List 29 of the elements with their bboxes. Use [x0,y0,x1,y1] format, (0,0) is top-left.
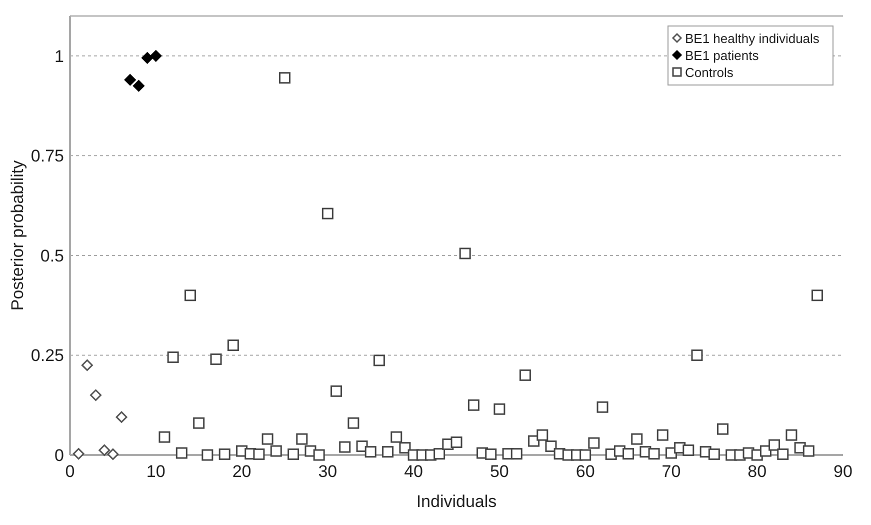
point [124,74,136,86]
point [132,80,144,92]
point [142,52,154,64]
y-tick-label: 0.75 [30,146,64,166]
legend-label: BE1 healthy individuals [685,31,820,46]
point [150,50,162,62]
point [98,444,110,456]
y-tick-label: 0 [54,446,64,465]
x-tick-label: 50 [490,462,509,481]
y-axis-title: Posterior probability [8,160,27,311]
legend-label: Controls [685,65,734,80]
x-tick-label: 90 [834,462,852,481]
y-tick-label: 1 [54,46,64,66]
point [116,411,128,423]
x-tick-label: 70 [662,462,681,481]
y-tick-label: 0.5 [40,246,64,266]
point [72,448,84,460]
x-tick-label: 30 [318,462,338,481]
x-axis-title: Individuals [416,492,497,511]
legend-label: BE1 patients [685,48,760,63]
y-tick-label: 0.25 [30,346,64,366]
x-tick-label: 60 [576,462,595,481]
x-tick-label: 40 [404,462,424,481]
x-tick-label: 10 [146,462,166,481]
point [107,448,119,460]
point [90,389,102,401]
x-tick-label: 80 [748,462,767,481]
x-tick-label: 20 [232,462,252,481]
point [81,359,93,371]
